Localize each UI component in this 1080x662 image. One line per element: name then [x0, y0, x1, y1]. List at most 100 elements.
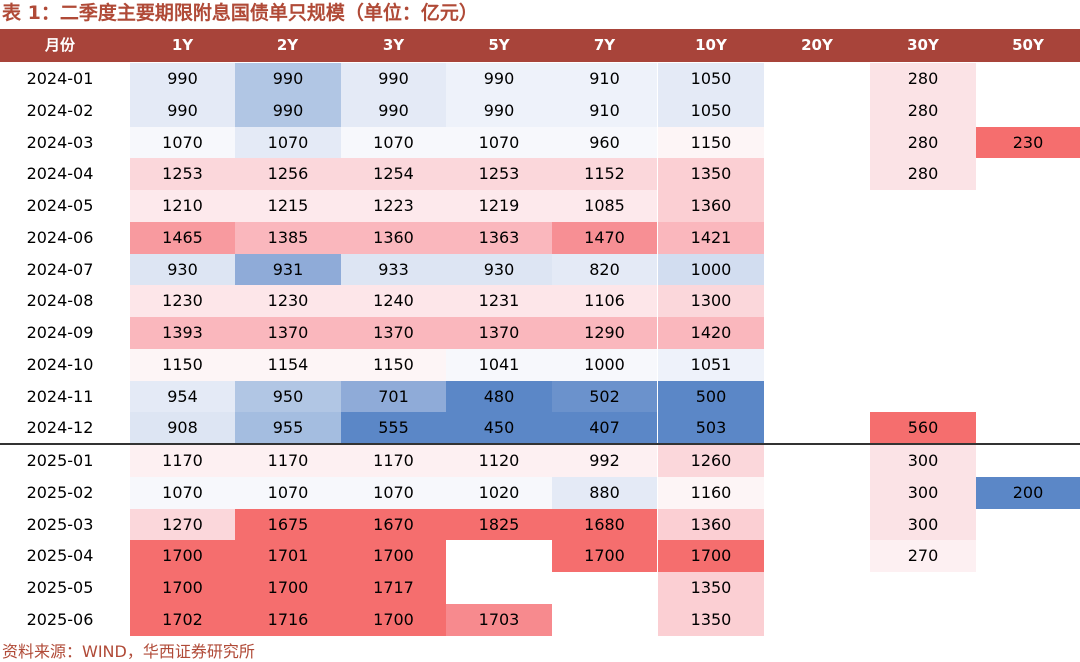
heatmap-cell: 1041	[446, 348, 552, 381]
row-label: 2025-02	[26, 482, 94, 502]
heatmap-cell: 1219	[446, 190, 552, 222]
row-label: 2024-08	[26, 291, 94, 311]
header-10y: 10Y	[695, 36, 727, 54]
heatmap-cell: 990	[235, 63, 341, 95]
heatmap-cell: 1000	[658, 253, 764, 286]
heatmap-cell: 1256	[235, 158, 341, 190]
heatmap-cell: 1120	[446, 445, 552, 477]
heatmap-cell: 950	[235, 380, 341, 413]
heatmap-cell: 450	[446, 412, 552, 444]
heatmap-cell: 230	[976, 126, 1080, 159]
heatmap-cell: 990	[446, 94, 552, 127]
heatmap-cell: 1700	[658, 540, 764, 572]
heatmap-cell: 1150	[130, 348, 235, 381]
row-label: 2025-06	[26, 609, 94, 629]
heatmap-cell: 1703	[446, 603, 552, 636]
table-row: 2024-09 1393 1370 1370 1370 1290 1420	[0, 317, 1080, 349]
heatmap-cell: 1370	[446, 317, 552, 349]
heatmap-cell: 1070	[235, 126, 341, 159]
row-label: 2024-11	[26, 386, 94, 406]
table-row: 2024-07 930 931 933 930 820 1000	[0, 253, 1080, 286]
heatmap-cell: 1170	[235, 445, 341, 477]
row-label: 2024-02	[26, 100, 94, 120]
heatmap-cell: 1360	[341, 221, 446, 254]
row-label: 2024-12	[26, 418, 94, 438]
heatmap-cell: 1170	[130, 445, 235, 477]
heatmap-cell: 1240	[341, 285, 446, 317]
heatmap-cell: 1421	[658, 221, 764, 254]
heatmap-cell: 910	[552, 94, 657, 127]
heatmap-cell: 1701	[235, 540, 341, 572]
heatmap-cell: 1393	[130, 317, 235, 349]
header-30y: 30Y	[907, 36, 939, 54]
heatmap-cell: 930	[446, 253, 552, 286]
heatmap-cell: 1716	[235, 603, 341, 636]
table-row: 2024-08 1230 1230 1240 1231 1106 1300	[0, 285, 1080, 317]
heatmap-cell: 1210	[130, 190, 235, 222]
row-label: 2024-07	[26, 259, 94, 279]
heatmap-cell: 1170	[341, 445, 446, 477]
heatmap-cell: 1675	[235, 508, 341, 541]
row-label: 2025-05	[26, 578, 94, 597]
heatmap-cell: 1106	[552, 285, 657, 317]
table-row: 2024-10 1150 1154 1150 1041 1000 1051	[0, 348, 1080, 381]
heatmap-cell: 1152	[552, 158, 657, 190]
table-row: 2024-12 908 955 555 450 407 503 560	[0, 412, 1080, 444]
table-row: 2024-03 1070 1070 1070 1070 960 1150 280 230	[0, 126, 1080, 159]
heatmap-cell: 1230	[130, 285, 235, 317]
heatmap-cell: 1070	[341, 126, 446, 159]
table-row: 2025-06 1702 1716 1700 1703 1350	[0, 603, 1080, 636]
heatmap-cell: 1270	[130, 508, 235, 541]
heatmap-cell: 1360	[658, 508, 764, 541]
heatmap-cell: 1700	[552, 540, 657, 572]
heatmap-cell: 1700	[130, 540, 235, 572]
heatmap-cell: 1160	[658, 476, 764, 509]
heatmap-cell: 555	[341, 412, 446, 444]
row-label: 2025-01	[26, 451, 94, 470]
heatmap-cell: 1360	[658, 190, 764, 222]
heatmap-cell: 1350	[658, 603, 764, 636]
heatmap-cell: 1070	[130, 126, 235, 159]
header-month: 月份	[44, 36, 75, 54]
heatmap-cell: 1050	[658, 94, 764, 127]
header-2y: 2Y	[276, 36, 299, 54]
heatmap-cell: 1465	[130, 221, 235, 254]
heatmap-cell: 1350	[658, 572, 764, 604]
heatmap-cell: 1700	[130, 572, 235, 604]
heatmap-cell: 1020	[446, 476, 552, 509]
row-label: 2024-04	[26, 164, 94, 184]
heatmap-cell: 300	[870, 445, 976, 477]
heatmap-cell: 1070	[446, 126, 552, 159]
heatmap-cell: 1150	[658, 126, 764, 159]
table-title: 表 1：二季度主要期限附息国债单只规模（单位：亿元）	[2, 2, 478, 24]
heatmap-cell: 500	[658, 380, 764, 413]
heatmap-cell: 1000	[552, 348, 657, 381]
heatmap-cell: 1420	[658, 317, 764, 349]
heatmap-cell: 300	[870, 508, 976, 541]
table-row: 2024-11 954 950 701 480 502 500	[0, 380, 1080, 413]
header-20y: 20Y	[801, 36, 833, 54]
heatmap-cell: 930	[130, 253, 235, 286]
heatmap-cell: 1223	[341, 190, 446, 222]
heatmap-cell: 990	[130, 94, 235, 127]
heatmap-cell: 502	[552, 380, 657, 413]
heatmap-cell: 990	[341, 94, 446, 127]
heatmap-cell: 1085	[552, 190, 657, 222]
heatmap-cell: 960	[552, 126, 657, 159]
heatmap-cell: 1363	[446, 221, 552, 254]
heatmap-cell: 1702	[130, 603, 235, 636]
heatmap-cell: 1050	[658, 63, 764, 95]
header-3y: 3Y	[382, 36, 405, 54]
heatmap-cell: 280	[870, 158, 976, 190]
heatmap-cell: 1051	[658, 348, 764, 381]
heatmap-cell: 1215	[235, 190, 341, 222]
table-row: 2024-01 990 990 990 990 910 1050 280	[0, 63, 1080, 95]
heatmap-cell: 1230	[235, 285, 341, 317]
heatmap-cell: 1070	[341, 476, 446, 509]
heatmap-cell: 990	[446, 63, 552, 95]
heatmap-cell: 954	[130, 380, 235, 413]
heatmap-cell: 503	[658, 412, 764, 444]
heatmap-cell: 560	[870, 412, 976, 444]
table-row: 2025-05 1700 1700 1717 1350	[0, 572, 1080, 604]
row-label: 2024-06	[26, 227, 94, 247]
